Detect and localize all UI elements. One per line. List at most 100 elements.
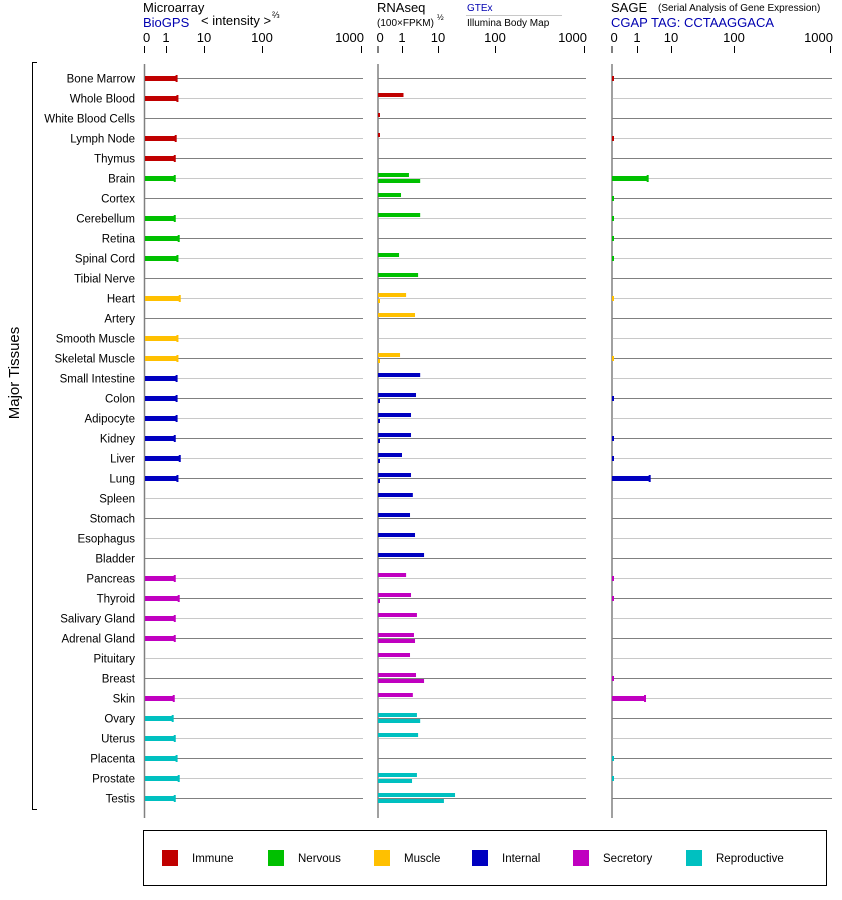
rnaseq-bar: [378, 793, 456, 797]
microarray-bar: [145, 156, 175, 161]
microarray-bar: [145, 696, 174, 701]
rnaseq-unit: (100×FPKM): [377, 18, 434, 29]
microarray-bar-cap: [176, 255, 179, 262]
legend-label: Muscle: [404, 853, 440, 865]
tissue-label: Spinal Cord: [75, 254, 135, 266]
legend-item-muscle: Muscle: [374, 850, 440, 866]
tissue-label: Thyroid: [97, 594, 135, 606]
sage-bar: [612, 776, 614, 781]
tick-label-rnaseq: 1000: [558, 30, 587, 45]
rnaseq-bar: [378, 779, 413, 783]
rnaseq-bar: [378, 399, 380, 403]
rnaseq-bar: [378, 653, 411, 657]
header-sage: SAGE (Serial Analysis of Gene Expression…: [611, 0, 820, 30]
tissue-label: Lymph Node: [70, 134, 135, 146]
tick-label-sage: 0: [611, 30, 618, 45]
tissue-row: Adipocyte: [84, 413, 832, 426]
microarray-bar: [145, 596, 179, 601]
rnaseq-bar: [378, 473, 412, 477]
tissue-label: Artery: [104, 314, 135, 326]
tissue-label: Breast: [102, 674, 136, 686]
cgap-tag-link[interactable]: CGAP TAG: CCTAAGGACA: [611, 15, 774, 30]
rnaseq-bar: [378, 113, 380, 117]
biogps-link[interactable]: BioGPS: [143, 15, 190, 30]
tissue-row: Cortex: [101, 193, 832, 206]
tissue-row: Ovary: [104, 713, 832, 726]
tissue-label: Prostate: [92, 774, 135, 786]
tissue-row: Adrenal Gland: [61, 633, 832, 646]
tissue-row: Cerebellum: [76, 213, 832, 226]
rnaseq-bar: [378, 679, 425, 683]
sage-bar: [612, 356, 614, 361]
illumina-body-map-link[interactable]: Illumina Body Map: [467, 18, 550, 29]
rnaseq-bar: [378, 313, 416, 317]
sage-bar-cap: [646, 175, 649, 182]
tissue-label: Pancreas: [86, 574, 135, 586]
tissue-row: Thymus: [94, 154, 832, 166]
legend-item-immune: Immune: [162, 850, 234, 866]
legend-swatch: [268, 850, 284, 866]
microarray-bar: [145, 456, 180, 461]
tissue-row: Kidney: [100, 433, 832, 446]
tick-label-sage: 1000: [804, 30, 833, 45]
sage-bar: [612, 696, 646, 701]
microarray-bar-cap: [176, 335, 179, 342]
rnaseq-bar: [378, 633, 414, 637]
microarray-bar-cap: [171, 715, 174, 722]
gtex-link[interactable]: GTEx: [467, 3, 493, 14]
sage-bar: [612, 596, 614, 601]
microarray-bar: [145, 476, 178, 481]
legend: Immune Nervous Muscle Internal Secretory Repr…: [143, 830, 827, 886]
microarray-bar-cap: [173, 635, 176, 642]
legend-label: Secretory: [603, 853, 652, 865]
tissue-label: Thymus: [94, 154, 135, 166]
rnaseq-bar: [378, 173, 409, 177]
rnaseq-bar: [378, 393, 417, 397]
microarray-bar: [145, 796, 175, 801]
microarray-bar: [145, 296, 180, 301]
legend-swatch: [374, 850, 390, 866]
tissue-row: Placenta: [90, 754, 832, 766]
legend-label: Nervous: [298, 853, 341, 865]
rnaseq-bar: [378, 493, 413, 497]
tick-label-microarray: 10: [197, 30, 211, 45]
microarray-bar: [145, 376, 177, 381]
microarray-bar-cap: [174, 135, 177, 142]
microarray-bar: [145, 716, 173, 721]
rnaseq-bar: [378, 593, 412, 597]
tissue-label: White Blood Cells: [44, 114, 135, 126]
tissue-row: Retina: [102, 234, 832, 246]
bracket: [32, 62, 37, 810]
y-axis-label: Major Tissues: [6, 327, 23, 420]
tissue-rows: Bone Marrow Whole Blood White Blood Cells L…: [44, 74, 832, 806]
sage-bar: [612, 176, 648, 181]
rnaseq-bar: [378, 273, 419, 277]
sage-subtitle: (Serial Analysis of Gene Expression): [658, 3, 820, 14]
tissue-row: Esophagus: [77, 533, 832, 546]
sage-bar: [612, 296, 614, 301]
tissue-label: Brain: [108, 174, 135, 186]
tissue-label: Ovary: [104, 714, 135, 726]
sage-bar-cap: [648, 475, 651, 482]
sage-bar: [612, 196, 614, 201]
rnaseq-bar: [378, 693, 413, 697]
tissue-label: Uterus: [101, 734, 135, 746]
tissue-row: Smooth Muscle: [56, 334, 832, 346]
tissue-row: Small Intestine: [60, 373, 832, 386]
rnaseq-bar: [378, 439, 380, 443]
tick-label-sage: 10: [664, 30, 678, 45]
rnaseq-bar: [378, 733, 419, 737]
legend-item-secretory: Secretory: [573, 850, 652, 866]
sage-bar: [612, 236, 614, 241]
tissue-label: Whole Blood: [70, 94, 135, 106]
sage-bar: [612, 456, 614, 461]
tissue-label: Adrenal Gland: [61, 634, 135, 646]
tissue-row: Thyroid: [97, 593, 832, 606]
microarray-bar: [145, 756, 177, 761]
tick-label-rnaseq: 1: [398, 30, 405, 45]
microarray-bar-cap: [173, 435, 176, 442]
tissue-label: Kidney: [100, 434, 135, 446]
legend-label: Internal: [502, 853, 540, 865]
tissue-label: Colon: [105, 394, 135, 406]
rnaseq-bar: [378, 433, 412, 437]
